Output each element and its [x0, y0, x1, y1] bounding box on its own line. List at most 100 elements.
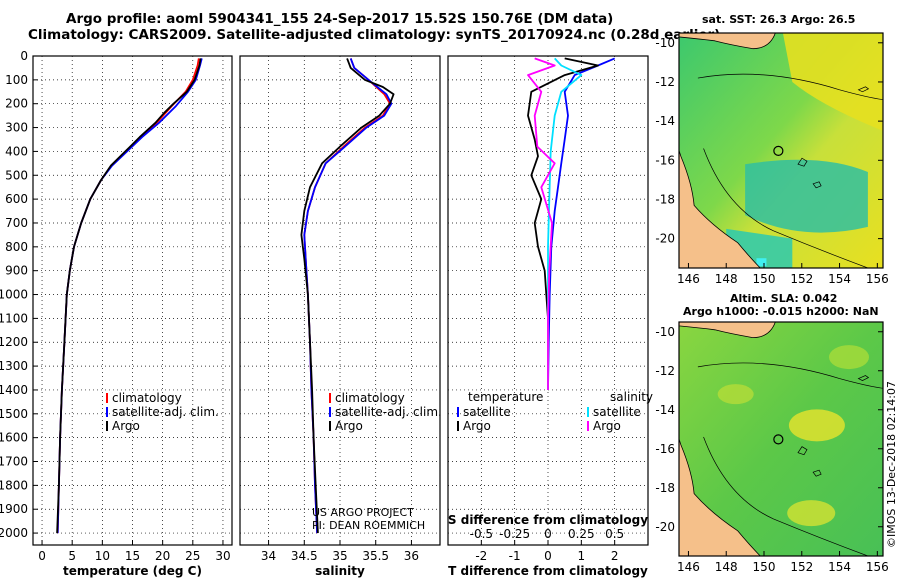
- header-line-1: Argo profile: aoml 5904341_155 24-Sep-20…: [66, 11, 614, 27]
- depth-tick-label: 1500: [0, 407, 28, 421]
- sst-map-lon-label: 152: [790, 272, 813, 286]
- legend-s-clim-label: climatology: [335, 391, 405, 405]
- depth-tick-label: 100: [5, 73, 28, 87]
- depth-tick-label: 1100: [0, 311, 28, 325]
- depth-tick-label: 200: [5, 97, 28, 111]
- credit-project: US ARGO PROJECT: [312, 506, 414, 519]
- sla-map-lon-label: 148: [715, 560, 738, 574]
- imos-stamp: ©IMOS 13-Dec-2018 02:14:07: [885, 381, 898, 548]
- depth-tick-label: 800: [5, 240, 28, 254]
- sla-map-land-png: [679, 322, 776, 339]
- sst-map-field: [679, 33, 883, 268]
- panel-3-top-tick-label: 0: [544, 527, 552, 541]
- sst-map-lat-label: -12: [655, 75, 675, 89]
- panel-3-series-1: [547, 57, 616, 391]
- sst-map-lat-label: -20: [655, 232, 675, 246]
- sla-map-reef: [797, 375, 870, 477]
- legend-d-targo-label: Argo: [463, 419, 491, 433]
- sst-map-contour: [697, 73, 883, 100]
- sla-map-contour: [697, 362, 883, 389]
- sla-map-lat-label: -12: [655, 364, 675, 378]
- panel-1-series-3: [56, 58, 202, 534]
- sla-map-lon-label: 146: [677, 560, 700, 574]
- depth-tick-label: 300: [5, 121, 28, 135]
- legend-s-argo-label: Argo: [335, 419, 363, 433]
- panel-2-xtick-label: 35.5: [362, 549, 389, 563]
- depth-tick-label: 900: [5, 264, 28, 278]
- sla-map-field: [679, 322, 883, 556]
- depth-tick-label: 1300: [0, 359, 28, 373]
- legend-d-temperature: temperature: [468, 390, 543, 404]
- depth-tick-label: 0: [20, 49, 28, 63]
- depth-tick-label: 1200: [0, 335, 28, 349]
- panel-3-top-tick-label: -0.5: [470, 527, 493, 541]
- legend-t-clim-label: climatology: [112, 391, 182, 405]
- panel-3-title: S difference from climatology: [448, 513, 648, 527]
- depth-tick-label: 600: [5, 192, 28, 206]
- panel-2-xtick-label: 34.5: [291, 549, 318, 563]
- depth-tick-label: 1600: [0, 431, 28, 445]
- panel-2-xtick-label: 36: [404, 549, 419, 563]
- sst-map-lat-label: -16: [655, 153, 675, 167]
- panel-1-xtick-label: 10: [95, 549, 110, 563]
- sla-map-title-2: Argo h1000: -0.015 h2000: NaN: [683, 305, 879, 318]
- panel-1-xtick-label: 5: [68, 549, 76, 563]
- sst-map-lon-label: 154: [828, 272, 851, 286]
- legend-d-tsat-label: satellite: [463, 405, 511, 419]
- panel-1-xlabel: temperature (deg C): [63, 564, 202, 578]
- sla-map-lat-label: -10: [655, 325, 675, 339]
- depth-tick-label: 1900: [0, 502, 28, 516]
- panel-2-series-1: [303, 58, 391, 534]
- sla-map-title-1: Altim. SLA: 0.042: [730, 292, 838, 305]
- sst-map-land-png: [679, 33, 776, 50]
- panel-3-xtick-label: -1: [509, 549, 521, 563]
- panel-2-xtick-label: 35: [332, 549, 347, 563]
- legend-d-ssat-label: satellite: [593, 405, 641, 419]
- panel-3-xlabel: T difference from climatology: [448, 564, 648, 578]
- depth-tick-label: 500: [5, 168, 28, 182]
- sst-map-argo-marker: [773, 145, 784, 156]
- sst-map-lon-label: 150: [753, 272, 776, 286]
- sla-map-lon-label: 152: [790, 560, 813, 574]
- sla-map-argo-marker: [773, 434, 784, 445]
- panel-3-top-tick-label: -0.25: [499, 527, 530, 541]
- panel-3-series-3: [547, 57, 583, 390]
- panel-1-xtick-label: 0: [38, 549, 46, 563]
- sst-map-lon-label: 156: [866, 272, 889, 286]
- sst-map-reef: [797, 86, 870, 189]
- legend-t-argo-label: Argo: [112, 419, 140, 433]
- sla-map-lon-label: 150: [753, 560, 776, 574]
- panel-3-xtick-label: 2: [611, 549, 619, 563]
- panel-3-xtick-label: -2: [475, 549, 487, 563]
- credit-pi: PI: DEAN ROEMMICH: [312, 519, 425, 532]
- panel-3-series-4: [527, 57, 556, 390]
- depth-tick-label: 1400: [0, 383, 28, 397]
- panel-3-xtick-label: 0: [544, 549, 552, 563]
- panel-2-xtick-label: 34: [261, 549, 276, 563]
- sst-map-contour: [703, 148, 869, 268]
- depth-tick-label: 400: [5, 144, 28, 158]
- depth-tick-label: 700: [5, 216, 28, 230]
- panel-2-xlabel: salinity: [315, 564, 365, 578]
- sst-map-title: sat. SST: 26.3 Argo: 26.5: [702, 13, 856, 26]
- panel-1-series-2: [56, 58, 203, 534]
- sla-map-frame: [678, 321, 884, 557]
- panel-2-series-3: [300, 58, 395, 534]
- legend-d-salinity: salinity: [610, 390, 653, 404]
- panel-3-xtick-label: 1: [578, 549, 586, 563]
- sst-map-lon-label: 146: [677, 272, 700, 286]
- sla-map-contour: [703, 436, 869, 556]
- panel-2-series-2: [303, 58, 393, 534]
- legend-d-sargo-label: Argo: [593, 419, 621, 433]
- panel-1-xtick-label: 25: [185, 549, 200, 563]
- sst-map-lat-label: -14: [655, 114, 675, 128]
- panel-3-top-tick-label: 0.5: [605, 527, 624, 541]
- sst-map-frame: [678, 32, 884, 269]
- panel-3-series-2: [527, 57, 599, 390]
- panel-1-series-1: [56, 58, 200, 534]
- panel-1-xtick-label: 15: [125, 549, 140, 563]
- panel-3-top-tick-label: 0.25: [568, 527, 595, 541]
- depth-tick-label: 1000: [0, 288, 28, 302]
- sla-map-lat-label: -18: [655, 481, 675, 495]
- depth-tick-label: 2000: [0, 526, 28, 540]
